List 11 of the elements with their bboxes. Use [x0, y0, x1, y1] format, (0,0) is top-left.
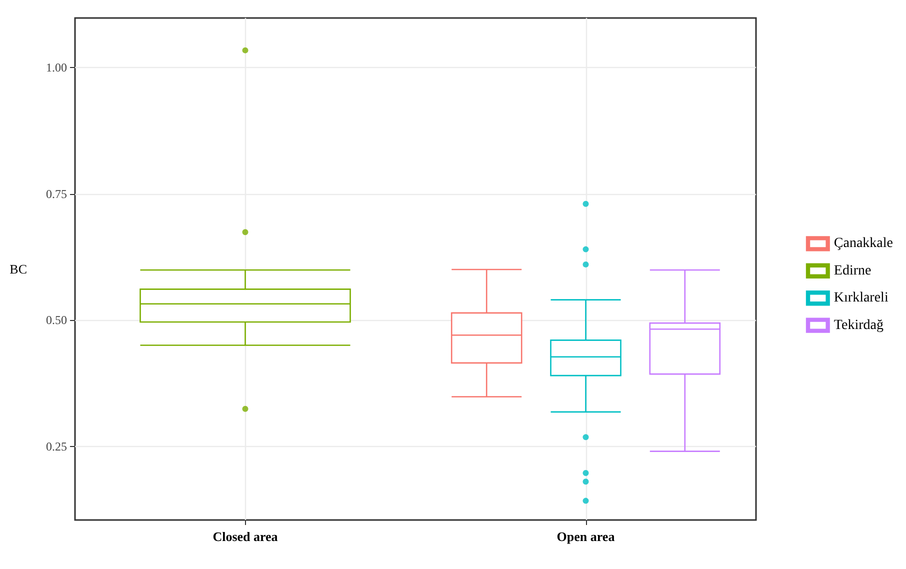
y-axis-title: BC: [10, 262, 27, 276]
y-tick-label: 0.50: [46, 313, 67, 328]
x-tick-label: Open area: [556, 529, 616, 544]
legend-label: Edirne: [834, 263, 872, 278]
x-tick-label: Closed area: [212, 529, 278, 544]
y-tick-label: 1.00: [46, 60, 67, 74]
y-tick-label: 0.75: [46, 186, 67, 201]
legend-label: Çanakkale: [834, 236, 894, 252]
legend-label: Kırklareli: [834, 290, 888, 306]
y-tick-label: 0.25: [46, 439, 67, 454]
legend-label: Tekirdağ: [834, 318, 884, 333]
